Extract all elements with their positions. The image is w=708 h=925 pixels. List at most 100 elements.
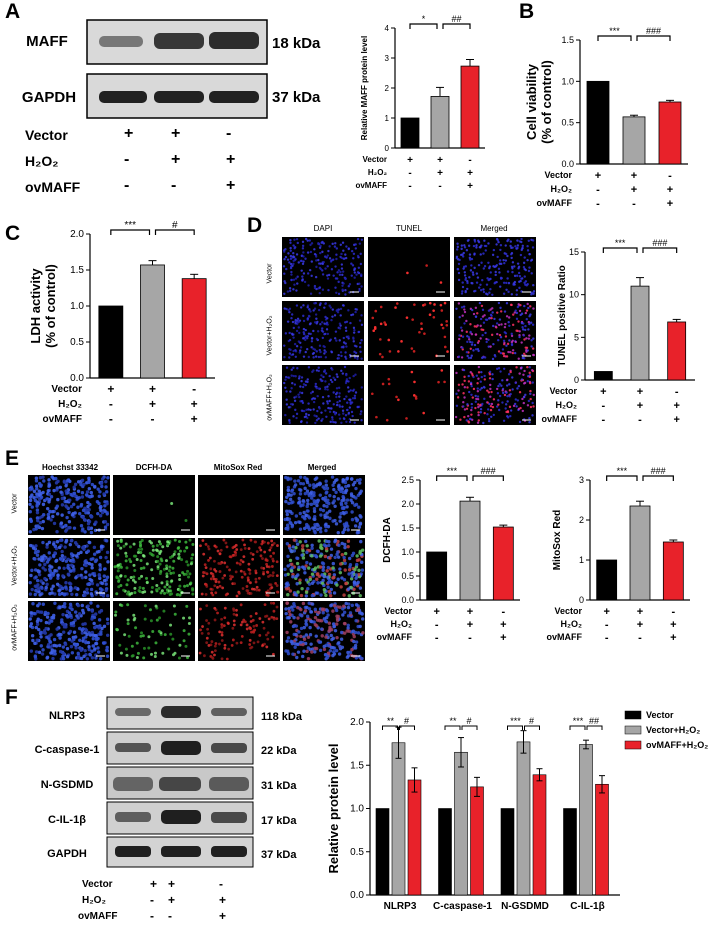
- cell-dot: [338, 273, 342, 276]
- cell-dot: [296, 321, 300, 324]
- cell-dot: [33, 641, 37, 646]
- cell-dot: [53, 652, 57, 656]
- cell-dot: [351, 264, 355, 267]
- cell-dot: [288, 589, 293, 593]
- cell-dot: [285, 398, 288, 401]
- cell-dot: [506, 270, 510, 273]
- row-label: ovMAFF+H₂O₂: [11, 604, 19, 651]
- cell-dot: [292, 336, 295, 339]
- cell-dot: [62, 593, 67, 597]
- cell-dot: [359, 560, 364, 564]
- cell-dot: [241, 538, 245, 542]
- cell-dot: [497, 240, 500, 244]
- cell-dot: [335, 395, 338, 399]
- cell-dot: [286, 554, 290, 559]
- cell-dot: [387, 382, 391, 386]
- bar: [459, 500, 481, 601]
- cell-dot: [90, 617, 94, 621]
- cell-dot: [531, 401, 534, 405]
- cell-dot: [304, 513, 308, 518]
- cell-dot: [73, 618, 77, 622]
- cell-dot: [337, 353, 340, 357]
- cell-dot: [264, 615, 267, 618]
- cell-dot: [489, 308, 492, 311]
- cell-dot: [352, 337, 355, 340]
- cell-dot: [64, 499, 69, 504]
- bar: [98, 305, 124, 379]
- cell-dot: [328, 257, 332, 260]
- cell-dot: [361, 631, 365, 635]
- cell-dot: [526, 258, 529, 262]
- cell-dot: [285, 509, 289, 513]
- cell-dot: [481, 402, 484, 406]
- cell-dot: [292, 326, 296, 330]
- legend-swatch: [624, 710, 642, 720]
- y-tick-label: 2.0: [70, 229, 84, 240]
- cell-dot: [292, 255, 295, 258]
- cell-dot: [37, 481, 42, 486]
- cell-dot: [316, 409, 319, 413]
- cell-dot: [83, 530, 87, 534]
- blot-size: 31 kDa: [261, 780, 297, 792]
- condition-sign: +: [500, 619, 506, 631]
- cell-dot: [327, 288, 330, 292]
- cell-dot: [318, 493, 322, 497]
- cell-dot: [513, 311, 516, 314]
- cell-dot: [359, 252, 362, 256]
- cell-dot: [285, 523, 290, 527]
- cell-dot: [344, 289, 347, 292]
- condition-sign: +: [673, 414, 679, 426]
- cell-dot: [337, 292, 341, 296]
- cell-dot: [463, 322, 466, 325]
- cell-dot: [353, 568, 357, 572]
- cell-dot: [518, 335, 521, 339]
- cell-dot: [291, 382, 294, 385]
- cell-dot: [354, 307, 357, 311]
- cell-dot: [61, 612, 65, 617]
- cell-dot: [332, 391, 335, 394]
- cond-sign: -: [226, 125, 232, 142]
- cell-dot: [479, 289, 483, 292]
- cell-dot: [36, 587, 40, 592]
- cell-dot: [468, 390, 471, 394]
- cell-dot: [300, 399, 303, 403]
- cell-dot: [89, 526, 94, 530]
- cell-dot: [126, 578, 130, 582]
- blot-label: GAPDH: [47, 848, 87, 860]
- cell-dot: [71, 557, 75, 562]
- cell-dot: [310, 543, 314, 548]
- cell-dot: [166, 540, 170, 544]
- cell-dot: [132, 554, 136, 558]
- cell-dot: [527, 320, 531, 324]
- cell-dot: [241, 560, 245, 564]
- cell-dot: [105, 550, 110, 555]
- cell-dot: [504, 407, 507, 410]
- cell-dot: [354, 656, 359, 660]
- cell-dot: [462, 405, 465, 408]
- cell-dot: [337, 280, 340, 284]
- cell-dot: [358, 586, 363, 590]
- cell-dot: [87, 507, 91, 512]
- cell-dot: [507, 290, 510, 294]
- cell-dot: [124, 542, 128, 546]
- cell-dot: [150, 590, 154, 594]
- cell-dot: [316, 524, 320, 528]
- condition-sign: -: [408, 181, 411, 192]
- cell-dot: [255, 550, 259, 554]
- cell-dot: [73, 635, 78, 639]
- cell-dot: [90, 649, 94, 653]
- cell-dot: [334, 522, 339, 526]
- condition-sign: -: [109, 412, 113, 426]
- cell-dot: [521, 397, 524, 401]
- cell-dot: [77, 511, 82, 516]
- cell-dot: [81, 622, 85, 626]
- cell-dot: [335, 478, 339, 482]
- cell-dot: [291, 353, 295, 356]
- cell-dot: [80, 478, 85, 483]
- cell-dot: [57, 643, 62, 648]
- cell-dot: [518, 372, 521, 375]
- cell-dot: [318, 565, 323, 569]
- cell-dot: [159, 549, 163, 553]
- cell-dot: [292, 244, 295, 247]
- y-tick-label: 5: [574, 332, 579, 342]
